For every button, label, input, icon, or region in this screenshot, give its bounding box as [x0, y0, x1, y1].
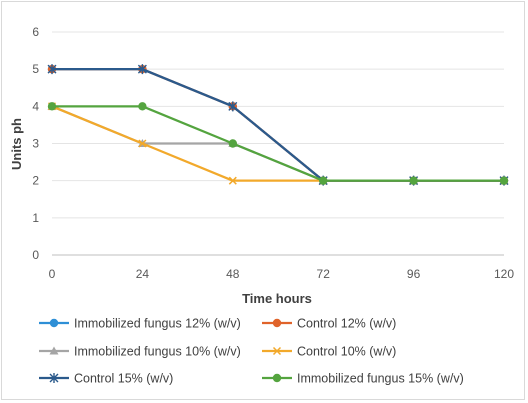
legend-item: Immobilized fungus 12% (w/v)	[39, 317, 241, 331]
y-tick-label: 2	[32, 174, 39, 188]
x-axis-title: Time hours	[242, 291, 312, 306]
legend-label: Control 12% (w/v)	[297, 317, 396, 331]
x-tick-label: 72	[317, 267, 331, 281]
x-tick-label: 0	[49, 267, 56, 281]
data-point	[499, 176, 509, 185]
x-tick-label: 96	[407, 267, 421, 281]
x-tick-label: 48	[226, 267, 240, 281]
y-tick-label: 6	[32, 25, 39, 39]
data-point	[319, 176, 328, 185]
legend-label: Control 15% (w/v)	[74, 372, 173, 386]
legend-marker	[49, 346, 59, 355]
axis-ticks: 0 1 2 3 4 5 6 0 24 48 72 96 120	[32, 25, 514, 281]
series-1	[47, 64, 509, 185]
y-tick-label: 4	[32, 99, 39, 113]
legend-marker	[272, 318, 282, 328]
y-axis-title: Units ph	[9, 118, 24, 170]
data-point	[138, 139, 147, 148]
series-line	[52, 105, 504, 182]
y-tick-label: 3	[32, 137, 39, 151]
y-tick-label: 5	[32, 62, 39, 76]
legend-label: Immobilized fungus 10% (w/v)	[74, 345, 241, 359]
y-tick-label: 1	[32, 211, 39, 225]
series-2	[47, 64, 509, 185]
legend-label: Control 10% (w/v)	[297, 345, 396, 359]
legend-item: Immobilized fungus 15% (w/v)	[262, 372, 464, 386]
series-line	[52, 68, 504, 182]
series-line	[52, 68, 504, 182]
legend-label: Immobilized fungus 12% (w/v)	[74, 317, 241, 331]
legend-label: Immobilized fungus 15% (w/v)	[297, 372, 464, 386]
legend-item: Control 12% (w/v)	[262, 317, 396, 331]
legend-marker	[49, 373, 59, 383]
y-tick-label: 0	[32, 248, 39, 262]
legend-marker	[272, 346, 282, 356]
legend-item: Control 15% (w/v)	[39, 372, 173, 386]
legend-item: Control 10% (w/v)	[262, 345, 396, 359]
x-tick-label: 24	[136, 267, 150, 281]
legend: Immobilized fungus 12% (w/v) Control 12% …	[39, 317, 464, 386]
series-line	[52, 68, 504, 182]
data-point	[47, 102, 57, 111]
data-point	[228, 139, 237, 148]
data-point	[137, 64, 147, 75]
legend-item: Immobilized fungus 10% (w/v)	[39, 345, 241, 359]
data-point	[409, 176, 418, 185]
series-5	[47, 64, 509, 186]
series-6	[47, 102, 509, 185]
data-point	[228, 101, 238, 112]
data-point	[228, 176, 237, 185]
data-point	[138, 102, 147, 111]
legend-marker	[272, 373, 282, 383]
legend-marker	[49, 318, 59, 328]
series-lines	[47, 64, 509, 186]
data-point	[47, 64, 57, 75]
x-tick-label: 120	[494, 267, 514, 281]
